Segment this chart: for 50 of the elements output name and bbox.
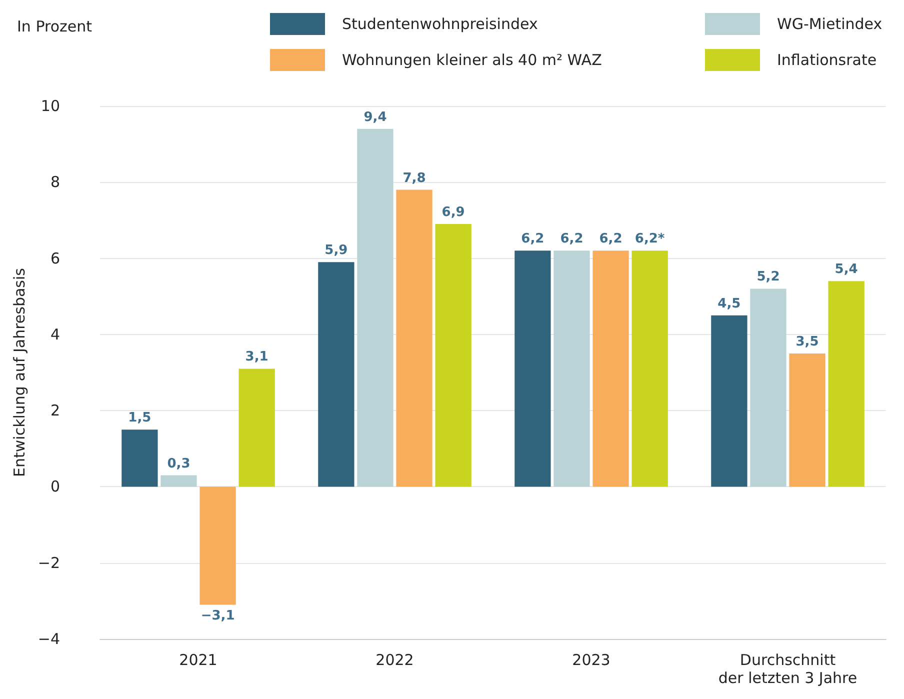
- bar: [514, 250, 551, 487]
- data-label: 5,9: [324, 243, 348, 258]
- data-label: 0,3: [167, 456, 190, 472]
- y-tick-label: 10: [40, 97, 60, 115]
- y-axis-title: Entwicklung auf Jahresbasis: [10, 268, 28, 477]
- x-tick-label: 2021: [179, 651, 218, 669]
- bar: [122, 430, 158, 487]
- data-label: 6,2: [521, 232, 544, 247]
- data-label: 6,2: [599, 232, 622, 247]
- bar: [318, 262, 354, 487]
- x-tick-label: 2023: [572, 651, 610, 669]
- data-label: 6,2: [560, 232, 584, 247]
- y-tick-label: 8: [50, 173, 60, 192]
- data-label: −3,1: [200, 608, 235, 624]
- data-label: 4,5: [718, 296, 741, 312]
- bar: [750, 288, 786, 487]
- y-tick-label: 4: [50, 325, 60, 344]
- y-tick-label: −2: [38, 554, 60, 572]
- x-tick-label: 2022: [376, 651, 414, 669]
- bar: [554, 250, 590, 487]
- y-tick-label: 6: [50, 249, 60, 268]
- bar: [592, 250, 629, 487]
- legend-label: Wohnungen kleiner als 40 m² WAZ: [342, 51, 602, 69]
- legend-label: WG-Mietindex: [777, 15, 882, 33]
- bar: [711, 315, 748, 487]
- data-label: 6,9: [442, 205, 465, 220]
- bar: [357, 128, 394, 487]
- bar: [435, 224, 472, 487]
- bar: [632, 250, 668, 487]
- chart-title: In Prozent: [17, 18, 92, 36]
- data-label: 3,1: [245, 350, 268, 365]
- data-label: 9,4: [364, 110, 387, 125]
- x-tick-label: Durchschnitt der letzten 3 Jahre: [718, 651, 858, 687]
- data-label: 3,5: [796, 334, 819, 350]
- bar: [238, 368, 275, 487]
- legend-label: Inflationsrate: [777, 51, 877, 69]
- y-tick-label: 2: [50, 402, 60, 420]
- bar: [789, 353, 826, 487]
- bar: [200, 486, 236, 605]
- bar: [828, 281, 864, 487]
- data-label: 5,4: [834, 262, 858, 278]
- data-label: 6,2*: [634, 232, 665, 247]
- data-label: 7,8: [402, 170, 426, 186]
- data-label: 5,2: [756, 270, 780, 285]
- y-tick-label: 0: [50, 478, 60, 496]
- bar: [160, 475, 197, 487]
- data-label: 1,5: [128, 410, 152, 426]
- legend-label: Studentenwohnpreisindex: [342, 15, 538, 33]
- bar: [396, 190, 432, 487]
- y-tick-label: −4: [38, 630, 60, 648]
